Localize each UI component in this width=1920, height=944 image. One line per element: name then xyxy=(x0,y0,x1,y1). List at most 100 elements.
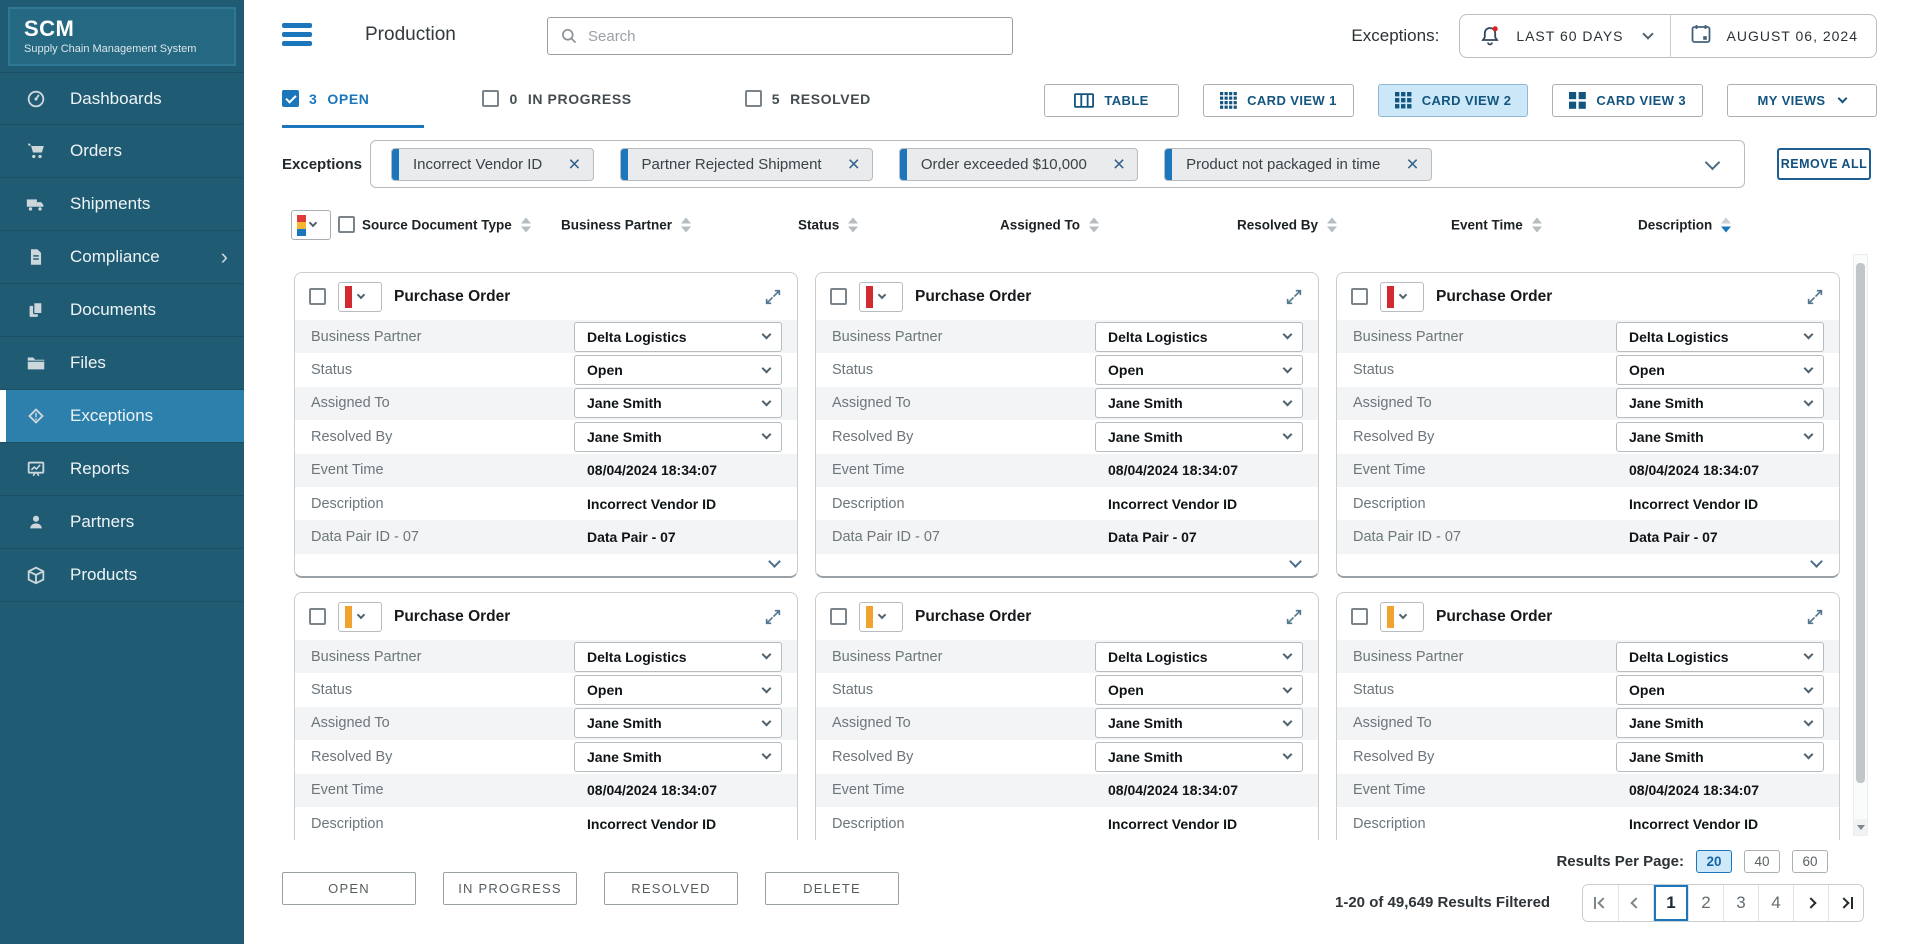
page-size-button[interactable]: 60 xyxy=(1792,850,1828,873)
first-page-button[interactable] xyxy=(1583,885,1618,921)
column-header[interactable]: Source Document Type xyxy=(362,217,531,233)
severity-select[interactable] xyxy=(859,601,903,632)
card-checkbox[interactable] xyxy=(830,608,847,625)
table-view-button[interactable]: TABLE xyxy=(1044,83,1180,117)
card-view-3-button[interactable]: CARD VIEW 3 xyxy=(1552,83,1703,117)
sidebar-item-shipments[interactable]: Shipments xyxy=(0,178,244,231)
column-header[interactable]: Status xyxy=(798,217,859,233)
close-icon[interactable]: × xyxy=(847,152,860,176)
close-icon[interactable]: × xyxy=(1406,152,1419,176)
expand-icon[interactable] xyxy=(1805,607,1825,627)
sort-icon[interactable] xyxy=(1721,217,1732,233)
page-size-button[interactable]: 40 xyxy=(1744,850,1780,873)
sort-icon[interactable] xyxy=(848,217,859,233)
sidebar-item-compliance[interactable]: Compliance › xyxy=(0,231,244,284)
sidebar-item-reports[interactable]: Reports xyxy=(0,443,244,496)
card-view-1-button[interactable]: CARD VIEW 1 xyxy=(1203,83,1354,117)
field-select[interactable]: Delta Logistics xyxy=(1095,321,1303,352)
chevron-down-icon[interactable] xyxy=(1810,555,1823,569)
severity-select[interactable] xyxy=(338,601,382,632)
vertical-scrollbar[interactable] xyxy=(1853,254,1868,836)
field-select[interactable]: Jane Smith xyxy=(574,708,782,739)
severity-select[interactable] xyxy=(1380,601,1424,632)
severity-select[interactable] xyxy=(859,281,903,312)
tab-checkbox[interactable] xyxy=(744,90,762,107)
field-select[interactable]: Delta Logistics xyxy=(1095,641,1303,672)
bulk-action-button[interactable]: RESOLVED xyxy=(604,872,738,905)
field-select[interactable]: Delta Logistics xyxy=(574,641,782,672)
page-number-button[interactable]: 3 xyxy=(1723,885,1758,921)
field-select[interactable]: Delta Logistics xyxy=(1616,321,1824,352)
column-header[interactable]: Description xyxy=(1638,217,1732,233)
scroll-down-button[interactable] xyxy=(1854,819,1867,835)
sidebar-item-products[interactable]: Products xyxy=(0,549,244,602)
search-box[interactable] xyxy=(547,17,1013,55)
field-select[interactable]: Open xyxy=(1095,355,1303,386)
bulk-action-button[interactable]: IN PROGRESS xyxy=(443,872,577,905)
field-select[interactable]: Jane Smith xyxy=(1616,388,1824,419)
field-select[interactable]: Jane Smith xyxy=(1095,388,1303,419)
field-select[interactable]: Jane Smith xyxy=(574,741,782,772)
select-all-checkbox[interactable] xyxy=(338,216,355,233)
page-number-button[interactable]: 1 xyxy=(1653,885,1688,921)
close-icon[interactable]: × xyxy=(1112,152,1126,176)
next-page-button[interactable] xyxy=(1793,885,1828,921)
page-size-button[interactable]: 20 xyxy=(1696,850,1732,873)
sidebar-item-orders[interactable]: Orders xyxy=(0,125,244,178)
severity-select[interactable] xyxy=(1380,281,1424,312)
severity-select[interactable] xyxy=(338,281,382,312)
column-header[interactable]: Assigned To xyxy=(1000,217,1100,233)
field-select[interactable]: Jane Smith xyxy=(1095,421,1303,452)
bulk-action-button[interactable]: DELETE xyxy=(765,872,899,905)
sidebar-item-exceptions[interactable]: Exceptions xyxy=(0,390,244,443)
field-select[interactable]: Delta Logistics xyxy=(574,321,782,352)
expand-icon[interactable] xyxy=(1805,287,1825,307)
expand-icon[interactable] xyxy=(1284,607,1304,627)
field-select[interactable]: Jane Smith xyxy=(1095,741,1303,772)
menu-icon[interactable] xyxy=(282,23,312,46)
field-select[interactable]: Jane Smith xyxy=(1095,708,1303,739)
chevron-down-icon[interactable] xyxy=(768,555,781,569)
status-tab[interactable]: 5 RESOLVED xyxy=(744,72,926,128)
field-select[interactable]: Jane Smith xyxy=(1616,741,1824,772)
field-select[interactable]: Jane Smith xyxy=(1616,708,1824,739)
bulk-action-button[interactable]: OPEN xyxy=(282,872,416,905)
sidebar-item-partners[interactable]: Partners xyxy=(0,496,244,549)
field-select[interactable]: Open xyxy=(574,355,782,386)
page-number-button[interactable]: 4 xyxy=(1758,885,1793,921)
sort-icon[interactable] xyxy=(1531,217,1542,233)
card-checkbox[interactable] xyxy=(309,288,326,305)
field-select[interactable]: Jane Smith xyxy=(1616,421,1824,452)
field-select[interactable]: Jane Smith xyxy=(574,388,782,419)
prev-page-button[interactable] xyxy=(1618,885,1653,921)
sort-icon[interactable] xyxy=(520,217,531,233)
sidebar-item-dashboards[interactable]: Dashboards xyxy=(0,72,244,125)
severity-filter-select[interactable] xyxy=(291,210,331,240)
field-select[interactable]: Delta Logistics xyxy=(1616,641,1824,672)
tab-checkbox[interactable] xyxy=(482,90,500,107)
chevron-down-icon[interactable] xyxy=(1704,154,1721,170)
expand-icon[interactable] xyxy=(763,287,783,307)
tab-checkbox[interactable] xyxy=(282,90,299,107)
sort-icon[interactable] xyxy=(1089,217,1100,233)
sort-icon[interactable] xyxy=(681,217,692,233)
field-select[interactable]: Open xyxy=(1095,675,1303,706)
scrollbar-thumb[interactable] xyxy=(1856,263,1865,783)
expand-icon[interactable] xyxy=(763,607,783,627)
remove-all-button[interactable]: REMOVE ALL xyxy=(1777,148,1871,180)
field-select[interactable]: Open xyxy=(1616,355,1824,386)
date-picker[interactable]: AUGUST 06, 2024 xyxy=(1671,15,1876,57)
card-checkbox[interactable] xyxy=(309,608,326,625)
card-checkbox[interactable] xyxy=(830,288,847,305)
column-header[interactable]: Business Partner xyxy=(561,217,692,233)
field-select[interactable]: Open xyxy=(1616,675,1824,706)
sort-icon[interactable] xyxy=(1327,217,1338,233)
field-select[interactable]: Jane Smith xyxy=(574,421,782,452)
card-view-2-button[interactable]: CARD VIEW 2 xyxy=(1377,83,1529,117)
status-tab[interactable]: 3 OPEN xyxy=(282,72,425,128)
column-header[interactable]: Event Time xyxy=(1451,217,1542,233)
sidebar-item-files[interactable]: Files xyxy=(0,337,244,390)
page-number-button[interactable]: 2 xyxy=(1688,885,1723,921)
search-input[interactable] xyxy=(588,27,1000,45)
chevron-down-icon[interactable] xyxy=(1289,555,1302,569)
